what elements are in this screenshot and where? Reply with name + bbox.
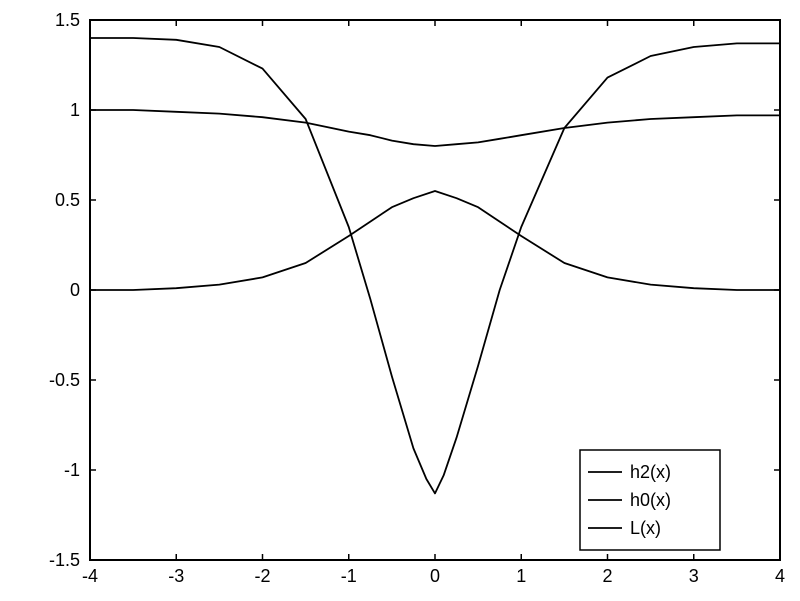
ytick-label: -1.5 — [49, 550, 80, 570]
xtick-label: 2 — [602, 566, 612, 586]
xtick-label: -1 — [341, 566, 357, 586]
legend-label: L(x) — [630, 518, 661, 538]
line-chart: -4 -3 -2 -1 0 1 2 3 4 -1.5 -1 -0.5 0 0.5 1 1.5 h2(x) h0(x… — [0, 0, 800, 601]
xtick-label: 0 — [430, 566, 440, 586]
legend-label: h2(x) — [630, 462, 671, 482]
series-h0(x) — [90, 110, 780, 146]
xtick-label: -4 — [82, 566, 98, 586]
ytick-label: 1 — [70, 100, 80, 120]
legend-label: h0(x) — [630, 490, 671, 510]
xtick-label: 3 — [689, 566, 699, 586]
xtick-label: 4 — [775, 566, 785, 586]
ytick-label: -0.5 — [49, 370, 80, 390]
xtick-label: 1 — [516, 566, 526, 586]
ytick-label: 0 — [70, 280, 80, 300]
ytick-label: -1 — [64, 460, 80, 480]
series-L(x) — [90, 38, 780, 493]
ytick-label: 1.5 — [55, 10, 80, 30]
xtick-label: -3 — [168, 566, 184, 586]
xtick-label: -2 — [254, 566, 270, 586]
series-h2(x) — [90, 191, 780, 290]
ytick-label: 0.5 — [55, 190, 80, 210]
chart-container: -4 -3 -2 -1 0 1 2 3 4 -1.5 -1 -0.5 0 0.5 1 1.5 h2(x) h0(x… — [0, 0, 800, 601]
